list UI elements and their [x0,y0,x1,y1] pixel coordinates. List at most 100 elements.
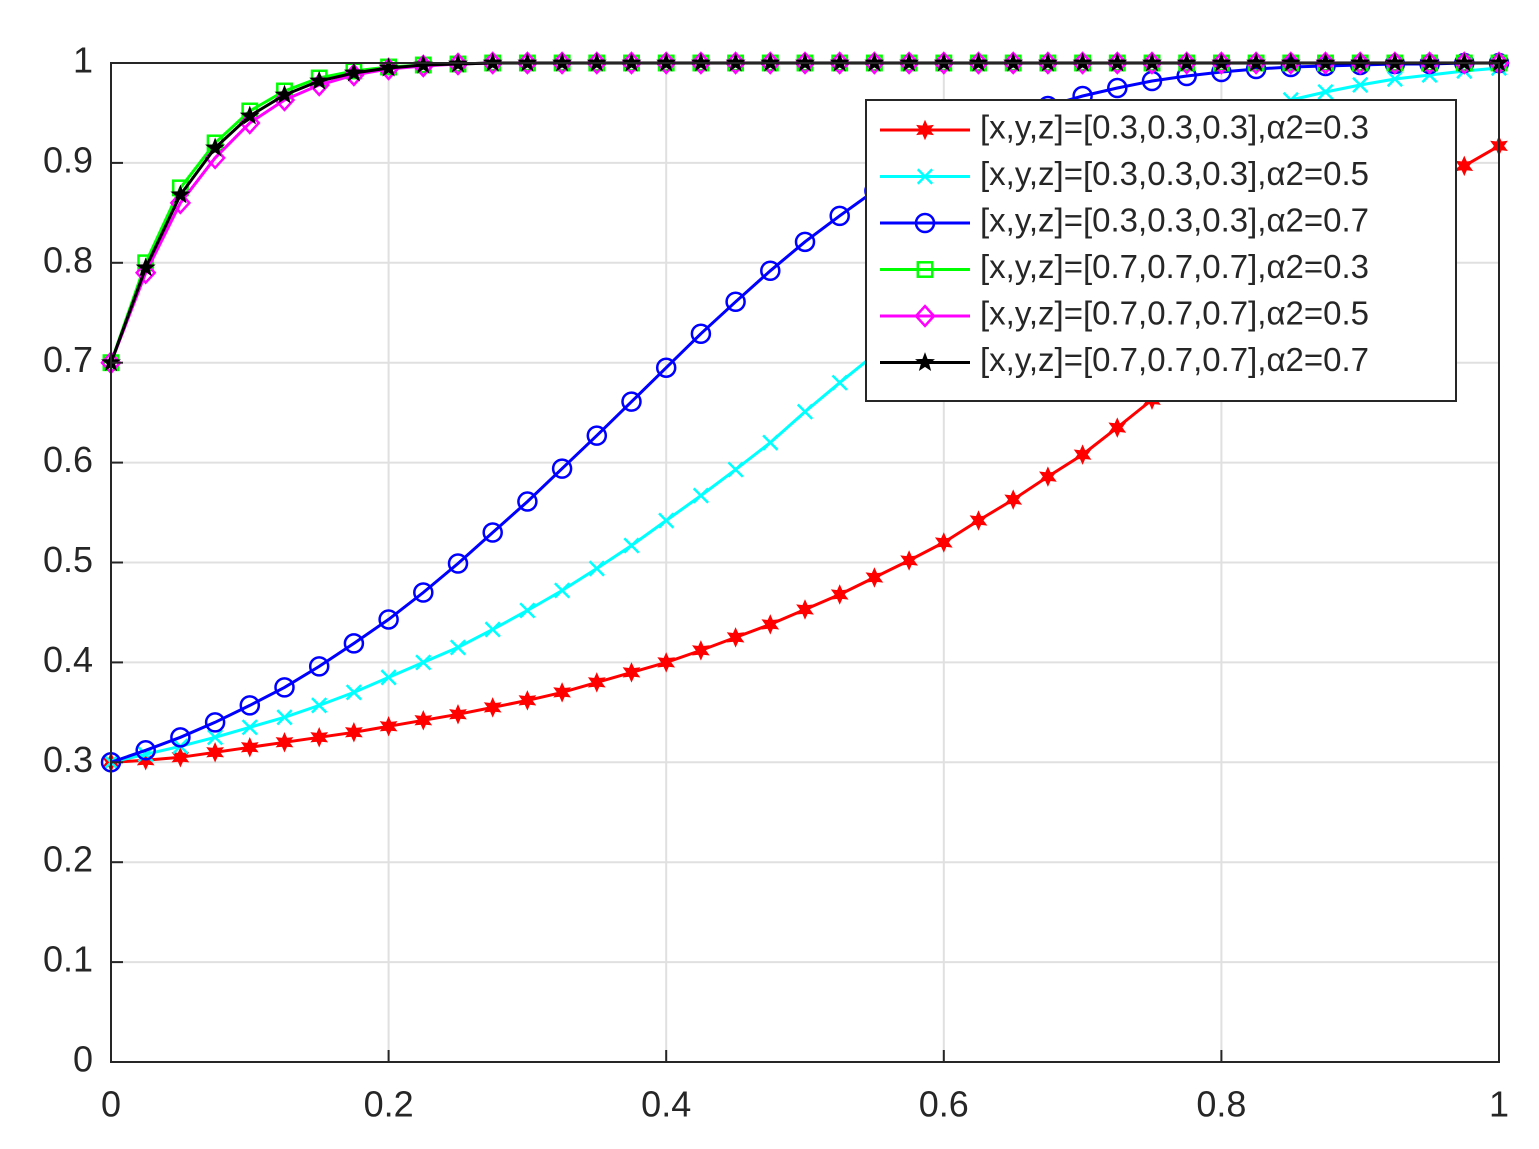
marker [588,560,605,577]
legend-label: [x,y,z]=[0.3,0.3,0.3],α2=0.3 [980,109,1369,146]
marker [865,567,884,588]
marker [308,73,330,97]
legend-marker [914,304,936,328]
marker [692,487,709,504]
marker [519,602,536,619]
x-tick-label: 0.2 [364,1084,414,1125]
marker [655,357,677,378]
marker [725,291,746,313]
marker [345,684,362,701]
marker [794,231,816,253]
marker [690,323,712,344]
y-tick-label: 0.4 [43,639,93,680]
marker [240,737,259,758]
marker [135,257,156,277]
legend-label: [x,y,z]=[0.3,0.3,0.3],α2=0.5 [980,155,1369,192]
marker [831,374,848,391]
marker [727,461,744,478]
x-tick-label: 0.4 [641,1084,691,1125]
x-tick-label: 0.8 [1196,1084,1246,1125]
marker [621,391,642,412]
marker [449,704,467,725]
marker [622,662,641,683]
y-tick-label: 0.3 [43,739,93,780]
marker [761,614,780,635]
legend: [x,y,z]=[0.3,0.3,0.3],α2=0.3 [x,y,z]=[0.3… [865,99,1457,402]
marker [934,532,953,553]
marker [484,621,501,638]
marker [447,553,469,574]
legend-label: [x,y,z]=[0.7,0.7,0.7],α2=0.7 [980,341,1369,378]
marker [308,656,330,677]
y-tick-label: 0.2 [43,839,93,880]
marker [275,732,294,753]
marker [969,510,988,531]
marker [311,697,328,714]
marker [1317,83,1334,101]
y-tick-label: 1 [73,40,93,81]
marker [169,191,192,215]
y-tick-label: 0 [73,1039,93,1080]
marker [414,710,433,731]
y-tick-label: 0.6 [43,439,93,480]
marker [692,640,710,661]
marker [726,627,745,648]
y-tick-label: 0.7 [43,339,93,380]
marker [378,57,399,77]
marker [135,261,157,285]
marker [241,719,258,736]
marker [796,599,814,620]
marker [762,434,779,451]
marker [483,697,502,718]
marker [1386,70,1403,88]
marker [1352,76,1369,94]
legend-marker [915,352,935,371]
marker [658,512,675,529]
series-line [110,61,1499,764]
marker [482,522,503,543]
marker [273,88,296,112]
marker [900,550,918,571]
marker [206,742,224,763]
marker [204,712,226,733]
ticks: 0 0.1 0.2 0.3 0.4 0.5 0.6 0.7 0.8 0.9 1 0 0.2 0.4 0.6 0… [43,40,1509,1125]
marker [1004,489,1023,510]
marker [657,652,676,673]
marker [205,137,226,157]
marker [276,709,293,726]
marker [587,672,606,693]
marker [517,491,538,512]
marker [413,582,434,603]
y-tick-label: 0.1 [43,939,93,980]
marker [343,62,364,82]
marker [449,639,467,656]
marker [380,669,397,686]
x-tick-label: 0.6 [919,1084,969,1125]
marker [760,260,781,282]
legend-label: [x,y,z]=[0.3,0.3,0.3],α2=0.7 [980,202,1369,239]
legend-marker [916,119,934,141]
marker [378,609,399,630]
legend-label: [x,y,z]=[0.7,0.7,0.7],α2=0.3 [980,248,1369,285]
marker [274,677,295,698]
marker [309,70,330,90]
y-tick-label: 0.8 [43,239,93,280]
marker [586,425,608,446]
marker [239,105,260,125]
marker [553,682,571,703]
marker [551,458,573,479]
legend-marker [914,212,936,234]
marker [310,727,329,748]
marker [207,729,224,746]
marker [796,403,814,420]
legend-box [865,99,1457,402]
legend-marker [916,168,934,185]
marker [415,654,432,671]
marker [170,184,191,204]
marker [345,722,363,743]
legend-marker [916,261,934,278]
y-tick-label: 0.5 [43,539,93,580]
marker [829,205,850,227]
x-tick-label: 1 [1489,1084,1509,1125]
